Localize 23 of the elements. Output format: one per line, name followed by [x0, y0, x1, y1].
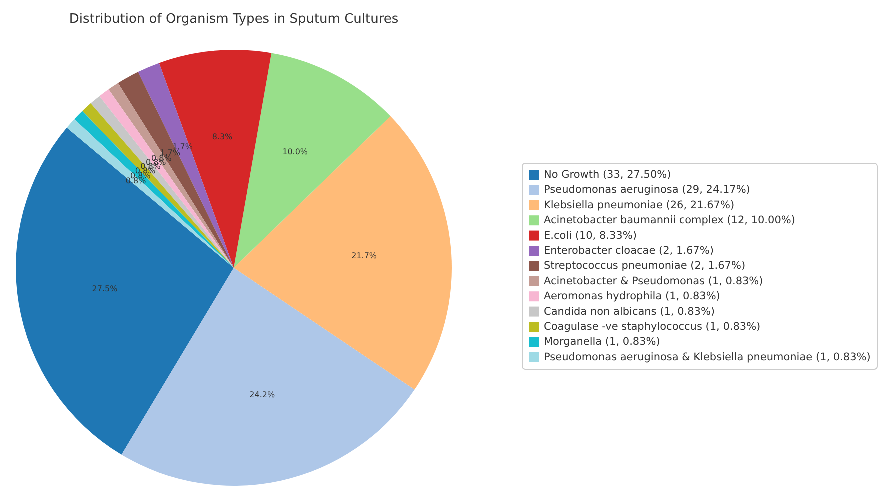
data-label: 24.2%: [250, 390, 276, 400]
legend-label: Morganella (1, 0.83%): [544, 336, 660, 348]
legend-label: Aeromonas hydrophila (1, 0.83%): [544, 290, 720, 303]
legend-label: No Growth (33, 27.50%): [544, 169, 672, 181]
legend-label: Coagulase -ve staphylococcus (1, 0.83%): [544, 321, 761, 333]
legend-label: Pseudomonas aeruginosa (29, 24.17%): [544, 184, 750, 196]
pie-slice: [16, 128, 234, 455]
pie-slice: [234, 53, 391, 268]
pie-slice: [122, 268, 415, 486]
legend-label: Pseudomonas aeruginosa & Klebsiella pneumoniae (1, 0.83%): [544, 351, 871, 364]
legend-label: Candida non albicans (1, 0.83%): [544, 306, 716, 318]
data-label: 8.3%: [212, 132, 234, 142]
data-label: 21.7%: [352, 252, 378, 261]
legend-label: Enterobacter cloacae (2, 1.67%): [544, 245, 714, 257]
legend-label: E.coli (10, 8.33%): [544, 230, 637, 242]
legend-label: Acinetobacter & Pseudomonas (1, 0.83%): [544, 275, 764, 288]
data-label: 10.0%: [282, 147, 308, 156]
pie-slice: [234, 116, 452, 390]
legend-label: Acinetobacter baumannii complex (12, 10.00%): [544, 214, 796, 227]
legend-label: Klebsiella pneumoniae (26, 21.67%): [544, 199, 735, 212]
chart-title: Distribution of Organism Types in Sputum Cultures: [69, 12, 399, 27]
legend-label: Streptococcus pneumoniae (2, 1.67%): [544, 260, 746, 272]
data-label: 27.5%: [92, 284, 118, 294]
